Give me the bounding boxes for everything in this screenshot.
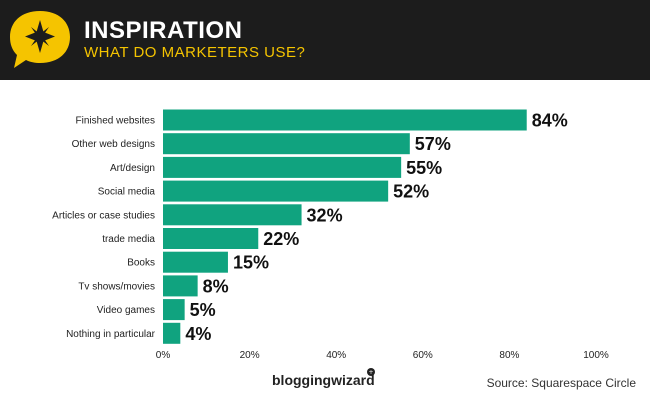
- page-title: INSPIRATION: [84, 17, 243, 44]
- bar: [163, 251, 228, 273]
- bar: [163, 322, 181, 344]
- source-note: Source: Squarespace Circle: [486, 376, 636, 390]
- category-label: Articles or case studies: [52, 210, 155, 221]
- x-tick-label: 80%: [499, 350, 519, 361]
- bar: [163, 180, 389, 202]
- value-label: 32%: [307, 205, 343, 225]
- value-label: 52%: [393, 182, 429, 202]
- bar: [163, 133, 410, 155]
- bar: [163, 275, 198, 297]
- x-tick-label: 100%: [583, 350, 609, 361]
- category-label: Art/design: [110, 163, 155, 174]
- x-tick-label: 60%: [413, 350, 433, 361]
- category-label: Tv shows/movies: [78, 281, 155, 292]
- bar: [163, 228, 259, 249]
- brand-logo: bloggingwizard: [272, 372, 375, 388]
- x-tick-label: 0%: [156, 350, 171, 361]
- bar: [163, 299, 185, 321]
- logo-badge-icon: +: [367, 368, 375, 376]
- category-label: Video games: [97, 305, 155, 316]
- page-subtitle: WHAT DO MARKETERS USE?: [84, 44, 306, 61]
- x-tick-label: 40%: [326, 350, 346, 361]
- category-label: Books: [127, 258, 155, 269]
- value-label: 55%: [406, 158, 442, 178]
- header-banner: INSPIRATION WHAT DO MARKETERS USE?: [0, 0, 650, 80]
- value-label: 5%: [190, 300, 216, 320]
- x-tick-label: 20%: [240, 350, 260, 361]
- star-speech-bubble-icon: [10, 11, 70, 68]
- value-label: 15%: [233, 253, 269, 273]
- value-label: 84%: [532, 111, 568, 131]
- category-label: trade media: [102, 234, 155, 245]
- bar: [163, 156, 402, 178]
- category-label: Nothing in particular: [66, 329, 156, 340]
- bar: [163, 204, 302, 226]
- category-label: Social media: [98, 187, 156, 198]
- category-label: Finished websites: [76, 116, 155, 127]
- value-label: 4%: [185, 324, 211, 344]
- bar-chart: Finished websites 84% Other web designs 57%…: [52, 109, 609, 361]
- value-label: 22%: [263, 229, 299, 249]
- value-label: 57%: [415, 134, 451, 154]
- value-label: 8%: [203, 276, 229, 296]
- svg-text:+: +: [368, 369, 373, 376]
- category-label: Other web designs: [72, 139, 155, 150]
- bar: [163, 109, 527, 131]
